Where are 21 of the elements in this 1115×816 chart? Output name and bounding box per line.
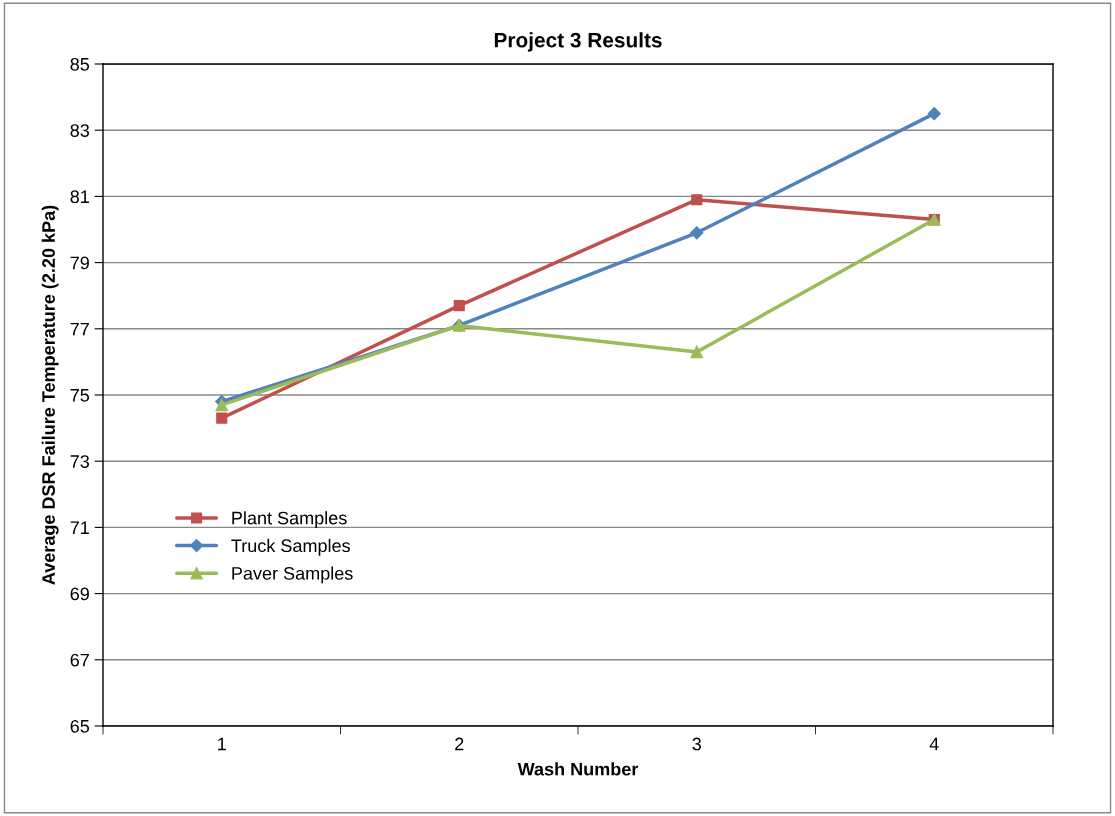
x-axis-title: Wash Number [517,762,639,776]
x-tick-label: 1 [218,737,226,751]
y-tick-label: 77 [70,322,89,336]
y-tick-label: 67 [70,653,89,667]
y-tick-label: 81 [70,190,89,204]
x-tick-label: 4 [929,737,939,751]
y-axis-title: Average DSR Failure Temperature (2.20 kPa) [41,205,59,585]
y-tick-label: 71 [70,521,89,534]
x-tick-label: 3 [692,737,701,751]
legend-label: Truck Samples [231,538,350,556]
y-tick-label: 83 [70,124,90,137]
legend-label: Plant Samples [232,511,347,529]
x-tick-label: 2 [455,737,464,751]
y-tick-label: 85 [70,57,90,71]
legend-label: Paver Samples [232,566,353,584]
y-tick-label: 65 [70,719,90,733]
y-tick-label: 79 [70,256,89,270]
y-tick-label: 73 [70,455,90,468]
chart-title: Project 3 Results [494,32,662,52]
y-tick-label: 69 [70,587,89,601]
y-tick-label: 75 [70,389,90,402]
